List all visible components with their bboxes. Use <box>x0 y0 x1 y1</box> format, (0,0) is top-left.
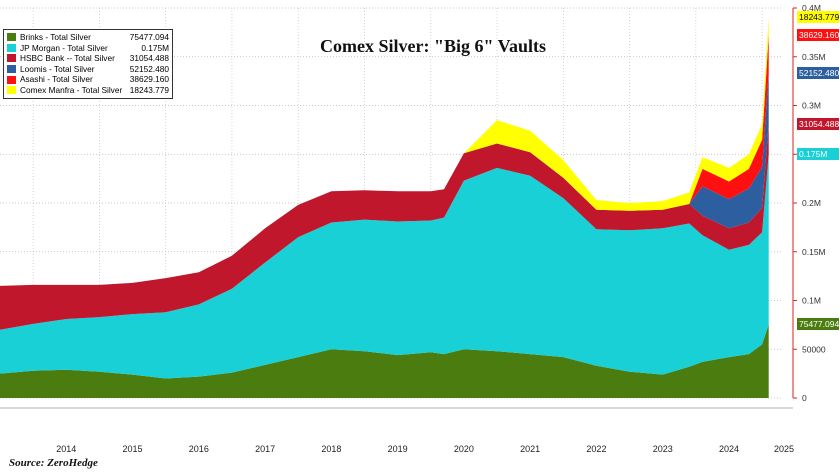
chart-title: Comex Silver: "Big 6" Vaults <box>320 36 546 56</box>
legend-entry: Comex Manfra - Total Silver 18243.779 <box>7 85 169 96</box>
x-tick-label: 2019 <box>388 444 408 454</box>
source-note: Source: ZeroHedge <box>9 457 98 469</box>
legend-swatch <box>7 86 16 95</box>
legend-label: Comex Manfra - Total Silver <box>20 84 123 95</box>
last-value-tag: 18243.779 <box>797 11 840 24</box>
x-tick-label: 2018 <box>321 444 341 454</box>
legend-label: JP Morgan - Total Silver <box>20 42 108 53</box>
last-value-tag: 38629.160 <box>797 28 840 41</box>
last-value-tag: 52152.480 <box>797 66 840 79</box>
legend-swatch <box>7 43 16 52</box>
x-tick-label: 2014 <box>56 444 76 454</box>
last-value-tag: 31054.488 <box>797 117 840 130</box>
area-brinks <box>0 324 769 398</box>
legend: Brinks - Total Silver 75477.094 JP Morgan … <box>3 29 173 99</box>
legend-swatch <box>7 33 16 42</box>
x-tick-label: 2025 <box>774 444 794 454</box>
legend-label: HSBC Bank -- Total Silver <box>20 53 115 64</box>
x-tick-label: 2023 <box>653 444 673 454</box>
y-tick-label: 50000 <box>802 344 826 354</box>
x-tick-label: 2021 <box>520 444 540 454</box>
legend-value: 52152.480 <box>129 63 169 74</box>
legend-label: Brinks - Total Silver <box>20 32 91 42</box>
x-tick-label: 2016 <box>189 444 209 454</box>
y-tick-label: 0 <box>802 393 807 403</box>
y-tick-label: 0.35M <box>802 52 826 62</box>
legend-swatch <box>7 54 16 63</box>
x-tick-label: 2017 <box>255 444 275 454</box>
legend-label: Asashi - Total Silver <box>20 74 93 85</box>
x-tick-label: 2022 <box>586 444 606 454</box>
x-tick-label: 2015 <box>123 444 143 454</box>
legend-swatch <box>7 65 16 74</box>
legend-swatch <box>7 75 16 84</box>
legend-label: Loomis - Total Silver <box>20 63 95 74</box>
area-jp <box>0 153 769 379</box>
legend-value: 18243.779 <box>129 84 169 95</box>
x-tick-label: 2024 <box>719 444 739 454</box>
y-tick-label: 0.1M <box>802 296 821 306</box>
area-hsbc <box>0 123 769 330</box>
y-tick-label: 0.4M <box>802 3 821 13</box>
legend-entry: Brinks - Total Silver 75477.094 <box>7 32 169 43</box>
y-tick-label: 0.3M <box>802 101 821 111</box>
legend-entry: Asashi - Total Silver 38629.160 <box>7 74 169 85</box>
legend-value: 75477.094 <box>129 32 169 42</box>
legend-value: 31054.488 <box>129 53 169 64</box>
legend-value: 38629.160 <box>129 74 169 85</box>
y-tick-label: 0.2M <box>802 198 821 208</box>
legend-entry: JP Morgan - Total Silver 0.175M <box>7 43 169 54</box>
last-value-tag: 0.175M <box>797 147 839 160</box>
legend-entry: Loomis - Total Silver 52152.480 <box>7 64 169 75</box>
y-tick-label: 0.15M <box>802 247 826 257</box>
last-value-tag: 75477.094 <box>797 318 840 331</box>
legend-entry: HSBC Bank -- Total Silver 31054.488 <box>7 53 169 64</box>
x-tick-label: 2020 <box>454 444 474 454</box>
legend-value: 0.175M <box>141 42 169 53</box>
